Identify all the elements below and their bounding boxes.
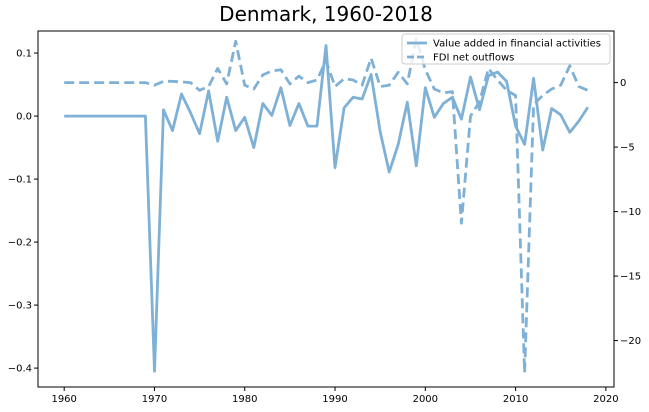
x-tick-label: 1970 [142,394,167,405]
x-tick-label: 1980 [232,394,257,405]
x-tick-label: 2010 [503,394,528,405]
y-left-tick-label: −0.4 [8,364,32,375]
y-left-tick-label: −0.2 [8,238,32,249]
y-left-tick-label: −0.1 [8,175,32,186]
x-tick-label: 2000 [413,394,438,405]
y-left-tick-label: 0.1 [16,49,32,60]
y-right-tick-label: 0 [620,78,626,89]
legend: Value added in financial activities FDI n… [401,33,611,65]
series-line-1 [64,37,589,375]
x-tick-label: 1990 [322,394,347,405]
legend-label-0: Value added in financial activities [433,39,601,50]
series-layer [64,37,589,375]
plot-frame [37,30,615,388]
legend-box [401,33,611,65]
y-right-tick-label: −15 [620,272,641,283]
y-right-tick-label: −20 [620,336,641,347]
y-right-tick-label: −10 [620,207,641,218]
x-tick-label: 1960 [51,394,76,405]
y-axis-right: 0 −5 −10 −15 −20 [614,78,641,347]
x-tick-label: 2020 [593,394,618,405]
series-line-0 [64,44,589,373]
chart-title: Denmark, 1960-2018 [219,2,433,26]
y-axis-left: 0.1 0.0 −0.1 −0.2 −0.3 −0.4 [8,49,38,375]
y-left-tick-label: 0.0 [16,112,32,123]
x-axis: 1960 1970 1980 1990 2000 2010 2020 [51,387,619,405]
legend-label-1: FDI net outflows [433,53,514,64]
y-right-tick-label: −5 [620,143,635,154]
y-left-tick-label: −0.3 [8,301,32,312]
